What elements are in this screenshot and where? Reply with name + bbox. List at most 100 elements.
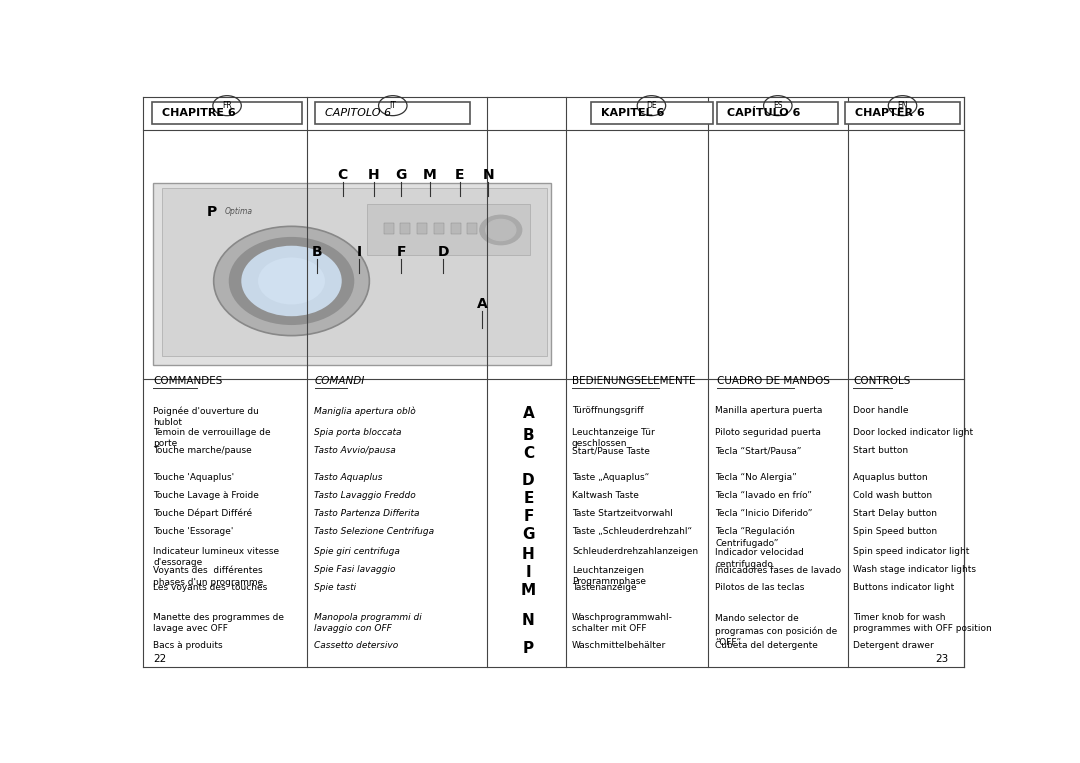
Bar [717, 101, 838, 124]
Text: N: N [483, 168, 494, 182]
Text: M: M [521, 583, 536, 598]
Text: 22: 22 [153, 655, 166, 665]
Text: Tasto Partenza Differita: Tasto Partenza Differita [314, 509, 420, 517]
Circle shape [241, 246, 341, 316]
Bar [367, 204, 530, 256]
Text: Touche 'Aquaplus': Touche 'Aquaplus' [153, 473, 234, 482]
Text: Manopola programmi di
lavaggio con OFF: Manopola programmi di lavaggio con OFF [314, 613, 422, 633]
Text: F: F [396, 245, 406, 259]
Text: Kaltwash Taste: Kaltwash Taste [572, 491, 638, 500]
Text: Manilla apertura puerta: Manilla apertura puerta [715, 407, 822, 416]
Text: Tecla “Inicio Diferido”: Tecla “Inicio Diferido” [715, 509, 812, 517]
Text: EN: EN [897, 101, 908, 110]
Text: Start/Pause Taste: Start/Pause Taste [572, 446, 650, 456]
Text: M: M [422, 168, 436, 182]
Text: P: P [207, 205, 217, 219]
Text: Touche marche/pause: Touche marche/pause [153, 446, 252, 456]
Text: Indicador velocidad
centrifugado: Indicador velocidad centrifugado [715, 548, 804, 568]
Circle shape [229, 237, 354, 325]
Text: Tasto Aquaplus: Tasto Aquaplus [314, 473, 382, 482]
Text: CAPITOLO 6: CAPITOLO 6 [325, 108, 391, 118]
Text: Tecla “lavado en frío”: Tecla “lavado en frío” [715, 491, 812, 500]
Text: Indicadores fases de lavado: Indicadores fases de lavado [715, 565, 841, 575]
Text: CHAPTER 6: CHAPTER 6 [855, 108, 924, 118]
Text: Touche Départ Différé: Touche Départ Différé [153, 509, 253, 518]
Text: Indicateur lumineux vitesse
d'essorage: Indicateur lumineux vitesse d'essorage [153, 547, 280, 568]
Text: Wash stage indicator lights: Wash stage indicator lights [853, 565, 976, 574]
Text: CONTROLS: CONTROLS [853, 376, 910, 387]
Text: Start Delay button: Start Delay button [853, 509, 937, 517]
Text: Voyants des  différentes
phases d'un programme: Voyants des différentes phases d'un prog… [153, 565, 264, 587]
Text: Poignée d'ouverture du
hublot: Poignée d'ouverture du hublot [153, 407, 259, 427]
Text: Aquaplus button: Aquaplus button [853, 473, 928, 482]
Text: Taste „Schleuderdrehzahl“: Taste „Schleuderdrehzahl“ [572, 527, 692, 536]
Text: A: A [477, 298, 488, 311]
Text: CUADRO DE MANDOS: CUADRO DE MANDOS [717, 376, 829, 387]
Text: Spie giri centrifuga: Spie giri centrifuga [314, 547, 400, 556]
Bar [434, 223, 444, 233]
Circle shape [258, 257, 325, 304]
Circle shape [480, 215, 522, 245]
Text: Spie Fasi lavaggio: Spie Fasi lavaggio [314, 565, 395, 574]
Text: Les voyants des  touches: Les voyants des touches [153, 583, 268, 592]
Text: Start button: Start button [853, 446, 908, 456]
Text: Pilotos de las teclas: Pilotos de las teclas [715, 583, 805, 592]
Text: D: D [522, 473, 535, 488]
Text: Türöffnungsgriff: Türöffnungsgriff [572, 407, 644, 416]
Text: Spia porta bloccata: Spia porta bloccata [314, 427, 402, 436]
Text: Tecla “No Alergia”: Tecla “No Alergia” [715, 473, 797, 482]
Text: Waschprogrammwahl-
schalter mit OFF: Waschprogrammwahl- schalter mit OFF [572, 613, 673, 633]
Text: BEDIENUNGSELEMENTE: BEDIENUNGSELEMENTE [572, 376, 696, 387]
Text: Touche Lavage à Froide: Touche Lavage à Froide [153, 491, 259, 500]
Text: Tasto Avvio/pausa: Tasto Avvio/pausa [314, 446, 396, 456]
Text: Leuchtanzeige Tür
geschlossen: Leuchtanzeige Tür geschlossen [572, 427, 654, 448]
Circle shape [214, 227, 369, 336]
Text: Detergent drawer: Detergent drawer [853, 642, 934, 651]
Text: FR: FR [222, 101, 232, 110]
Text: Taste Startzeitvorwahl: Taste Startzeitvorwahl [572, 509, 673, 517]
Text: Tasto Selezione Centrifuga: Tasto Selezione Centrifuga [314, 527, 434, 536]
Text: COMMANDES: COMMANDES [153, 376, 222, 387]
Text: G: G [522, 527, 535, 542]
Text: Tastenanzeige: Tastenanzeige [572, 583, 636, 592]
Text: Leuchtanzeigen
Programmphase: Leuchtanzeigen Programmphase [572, 565, 646, 586]
Text: Spie tasti: Spie tasti [314, 583, 356, 592]
Text: Piloto seguridad puerta: Piloto seguridad puerta [715, 427, 821, 436]
Text: Cubeta del detergente: Cubeta del detergente [715, 642, 818, 651]
Text: N: N [522, 613, 535, 628]
Text: Door handle: Door handle [853, 407, 908, 416]
Text: C: C [337, 168, 348, 182]
Bar [468, 223, 477, 233]
Text: D: D [437, 245, 449, 259]
Text: I: I [526, 565, 531, 580]
Text: ES: ES [773, 101, 783, 110]
Text: IT: IT [390, 101, 396, 110]
Text: Tasto Lavaggio Freddo: Tasto Lavaggio Freddo [314, 491, 416, 500]
Text: KAPITEL 6: KAPITEL 6 [602, 108, 664, 118]
Bar [450, 223, 460, 233]
Text: Mando selector de
programas con posición de
“OFF”: Mando selector de programas con posición… [715, 614, 837, 647]
Circle shape [486, 220, 516, 240]
Text: Schleuderdrehzahlanzeigen: Schleuderdrehzahlanzeigen [572, 547, 698, 556]
Text: Door locked indicator light: Door locked indicator light [853, 427, 973, 436]
Text: Cold wash button: Cold wash button [853, 491, 932, 500]
Text: Tecla “Start/Pausa”: Tecla “Start/Pausa” [715, 446, 801, 456]
Text: P: P [523, 642, 534, 656]
Text: G: G [395, 168, 407, 182]
Text: DE: DE [646, 101, 657, 110]
Text: Optima: Optima [225, 207, 253, 216]
Bar [401, 223, 410, 233]
Bar [845, 101, 960, 124]
Text: Bacs à produits: Bacs à produits [153, 642, 224, 651]
Text: H: H [522, 547, 535, 562]
Text: Spin speed indicator light: Spin speed indicator light [853, 547, 970, 556]
Text: C: C [523, 446, 534, 462]
Text: 23: 23 [935, 655, 948, 665]
Text: I: I [356, 245, 362, 259]
Bar [315, 101, 470, 124]
Text: Spin Speed button: Spin Speed button [853, 527, 937, 536]
Bar [153, 182, 551, 365]
Text: COMANDI: COMANDI [315, 376, 365, 387]
Text: E: E [455, 168, 464, 182]
Bar [383, 223, 393, 233]
